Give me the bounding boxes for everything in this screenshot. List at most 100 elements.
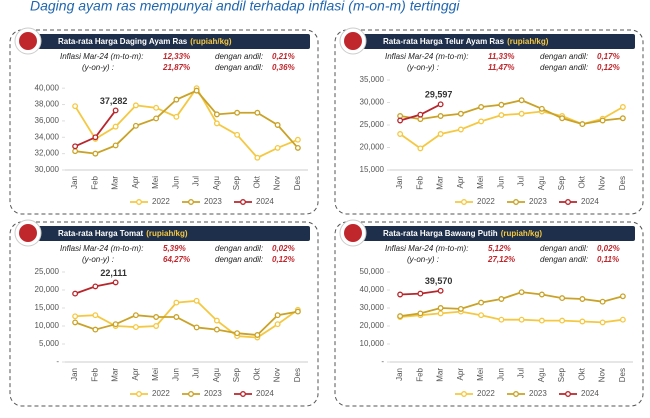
y-tick-label: 36,000 bbox=[35, 116, 60, 125]
annotation: (y-on-y) : bbox=[407, 63, 439, 72]
point bbox=[397, 131, 404, 137]
point bbox=[193, 87, 200, 94]
legend-marker bbox=[188, 391, 194, 397]
icon-inner bbox=[344, 32, 362, 50]
point bbox=[254, 154, 261, 161]
y-tick-label: 20,000 bbox=[35, 285, 60, 294]
annotation: 11,47% bbox=[488, 63, 515, 72]
point bbox=[559, 317, 566, 324]
legend-label: 2022 bbox=[152, 197, 170, 206]
x-tick-label: Apr bbox=[456, 176, 465, 189]
point bbox=[518, 110, 525, 117]
data-label: 29,597 bbox=[425, 90, 453, 100]
point bbox=[559, 295, 566, 302]
point bbox=[173, 113, 180, 120]
annotation: 0,02% bbox=[272, 244, 295, 253]
point bbox=[619, 316, 626, 323]
point bbox=[599, 298, 606, 305]
x-tick-label: Apr bbox=[131, 368, 140, 381]
x-tick-label: Agu bbox=[212, 368, 221, 382]
x-tick-label: Feb bbox=[415, 175, 424, 189]
panel-title: Rata-rata Harga Bawang Putih (rupiah/kg) bbox=[383, 229, 542, 238]
panel-title: Rata-rata Harga Daging Ayam Ras (rupiah/k… bbox=[58, 37, 232, 46]
icon-inner bbox=[19, 32, 37, 50]
x-tick-label: Mei bbox=[476, 176, 485, 189]
point bbox=[92, 283, 99, 290]
point bbox=[397, 313, 404, 320]
point bbox=[153, 115, 160, 122]
series-line bbox=[400, 310, 623, 324]
point bbox=[274, 312, 281, 319]
series-line bbox=[400, 291, 624, 317]
annotation: 5,39% bbox=[163, 244, 186, 253]
legend-label: 2023 bbox=[204, 197, 222, 206]
y-tick-label: 30,000 bbox=[360, 98, 385, 107]
x-tick-label: Jun bbox=[496, 368, 505, 381]
legend-label: 2023 bbox=[529, 197, 547, 206]
annotation: Inflasi Mar-24 (m-to-m): bbox=[385, 52, 468, 61]
header-bar bbox=[363, 34, 635, 49]
y-tick-label: 40,000 bbox=[35, 83, 60, 92]
point bbox=[72, 319, 79, 326]
annotation: 0,36% bbox=[272, 63, 295, 72]
x-tick-label: Des bbox=[293, 176, 302, 190]
point bbox=[234, 131, 241, 138]
y-tick-label: 30,000 bbox=[35, 165, 60, 174]
point bbox=[92, 326, 99, 333]
panel-unit: (rupiah/kg) bbox=[501, 229, 543, 238]
point bbox=[457, 126, 464, 133]
point bbox=[213, 111, 220, 118]
annotation: Inflasi Mar-24 (m-to-m): bbox=[60, 52, 143, 61]
point bbox=[457, 305, 464, 312]
x-tick-label: Nov bbox=[598, 176, 607, 190]
x-tick-label: Des bbox=[618, 368, 627, 382]
point bbox=[294, 136, 301, 143]
y-tick-label: 38,000 bbox=[35, 100, 60, 109]
point bbox=[72, 290, 79, 297]
x-tick-label: Jun bbox=[171, 176, 180, 189]
x-tick-label: Jan bbox=[70, 176, 79, 189]
annotation: 5,12% bbox=[488, 244, 511, 253]
point bbox=[498, 112, 505, 119]
x-tick-label: Okt bbox=[577, 175, 586, 188]
point bbox=[417, 145, 424, 152]
x-tick-label: Jan bbox=[395, 176, 404, 189]
x-tick-label: Des bbox=[293, 368, 302, 382]
point bbox=[132, 122, 139, 129]
annotation: (y-on-y) : bbox=[82, 63, 114, 72]
legend-label: 2024 bbox=[256, 197, 274, 206]
panel bbox=[334, 29, 644, 215]
header-bar bbox=[38, 226, 310, 241]
panel bbox=[9, 29, 319, 215]
point bbox=[132, 312, 139, 319]
x-tick-label: Mar bbox=[436, 176, 445, 190]
point bbox=[294, 144, 301, 151]
x-tick-label: Apr bbox=[131, 176, 140, 189]
x-tick-label: Okt bbox=[252, 367, 261, 380]
x-tick-label: Agu bbox=[537, 368, 546, 382]
point bbox=[153, 314, 160, 320]
x-tick-label: Mar bbox=[436, 368, 445, 382]
x-tick-label: Feb bbox=[90, 175, 99, 189]
point bbox=[538, 317, 545, 324]
y-tick-label: 40,000 bbox=[360, 285, 385, 294]
icon-inner bbox=[19, 224, 37, 242]
series-line bbox=[399, 106, 624, 150]
y-tick-label: 20,000 bbox=[360, 321, 385, 330]
legend-marker bbox=[461, 199, 467, 205]
point bbox=[579, 318, 586, 325]
point bbox=[417, 111, 424, 118]
point bbox=[599, 319, 606, 326]
panel-title: Rata-rata Harga Telur Ayam Ras (rupiah/kg… bbox=[383, 37, 549, 46]
y-tick-label: 5,000 bbox=[39, 339, 60, 348]
annotation: dengan andil: bbox=[215, 63, 263, 72]
point bbox=[92, 150, 99, 157]
point bbox=[112, 123, 119, 130]
panel bbox=[9, 221, 319, 407]
point bbox=[173, 314, 180, 320]
point bbox=[274, 144, 281, 151]
y-tick-label: 30,000 bbox=[360, 303, 385, 312]
point bbox=[599, 117, 606, 124]
legend-marker bbox=[565, 199, 571, 205]
